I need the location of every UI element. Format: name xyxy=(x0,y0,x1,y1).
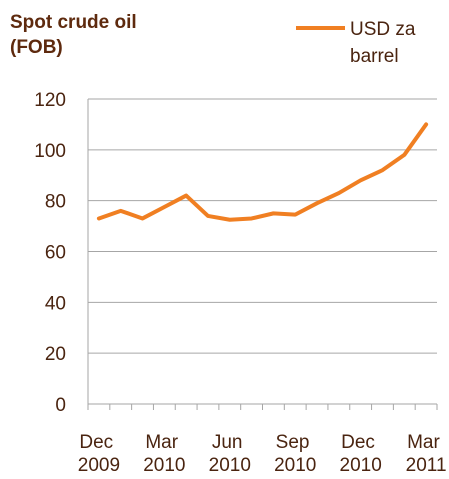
x-tick-label: Dec 2009 xyxy=(78,432,120,476)
x-tick-label: Mar 2011 xyxy=(406,432,447,476)
x-tick-label: Mar 2010 xyxy=(143,432,185,476)
y-tick-label: 20 xyxy=(45,344,66,365)
y-tick-label: 80 xyxy=(45,192,66,213)
y-tick-label: 40 xyxy=(45,293,66,314)
y-tick-label: 60 xyxy=(45,243,66,264)
x-tick-label: Sep 2010 xyxy=(274,432,316,476)
y-tick-label: 100 xyxy=(34,141,66,162)
legend-label: USD za barrel xyxy=(350,19,421,67)
chart-title: Spot crude oil (FOB) xyxy=(10,12,142,58)
x-tick-label: Jun 2010 xyxy=(209,432,251,476)
x-tick-label: Dec 2010 xyxy=(340,432,382,476)
data-line xyxy=(96,122,429,222)
y-tick-label: 120 xyxy=(34,90,66,111)
y-tick-label: 0 xyxy=(55,395,66,416)
